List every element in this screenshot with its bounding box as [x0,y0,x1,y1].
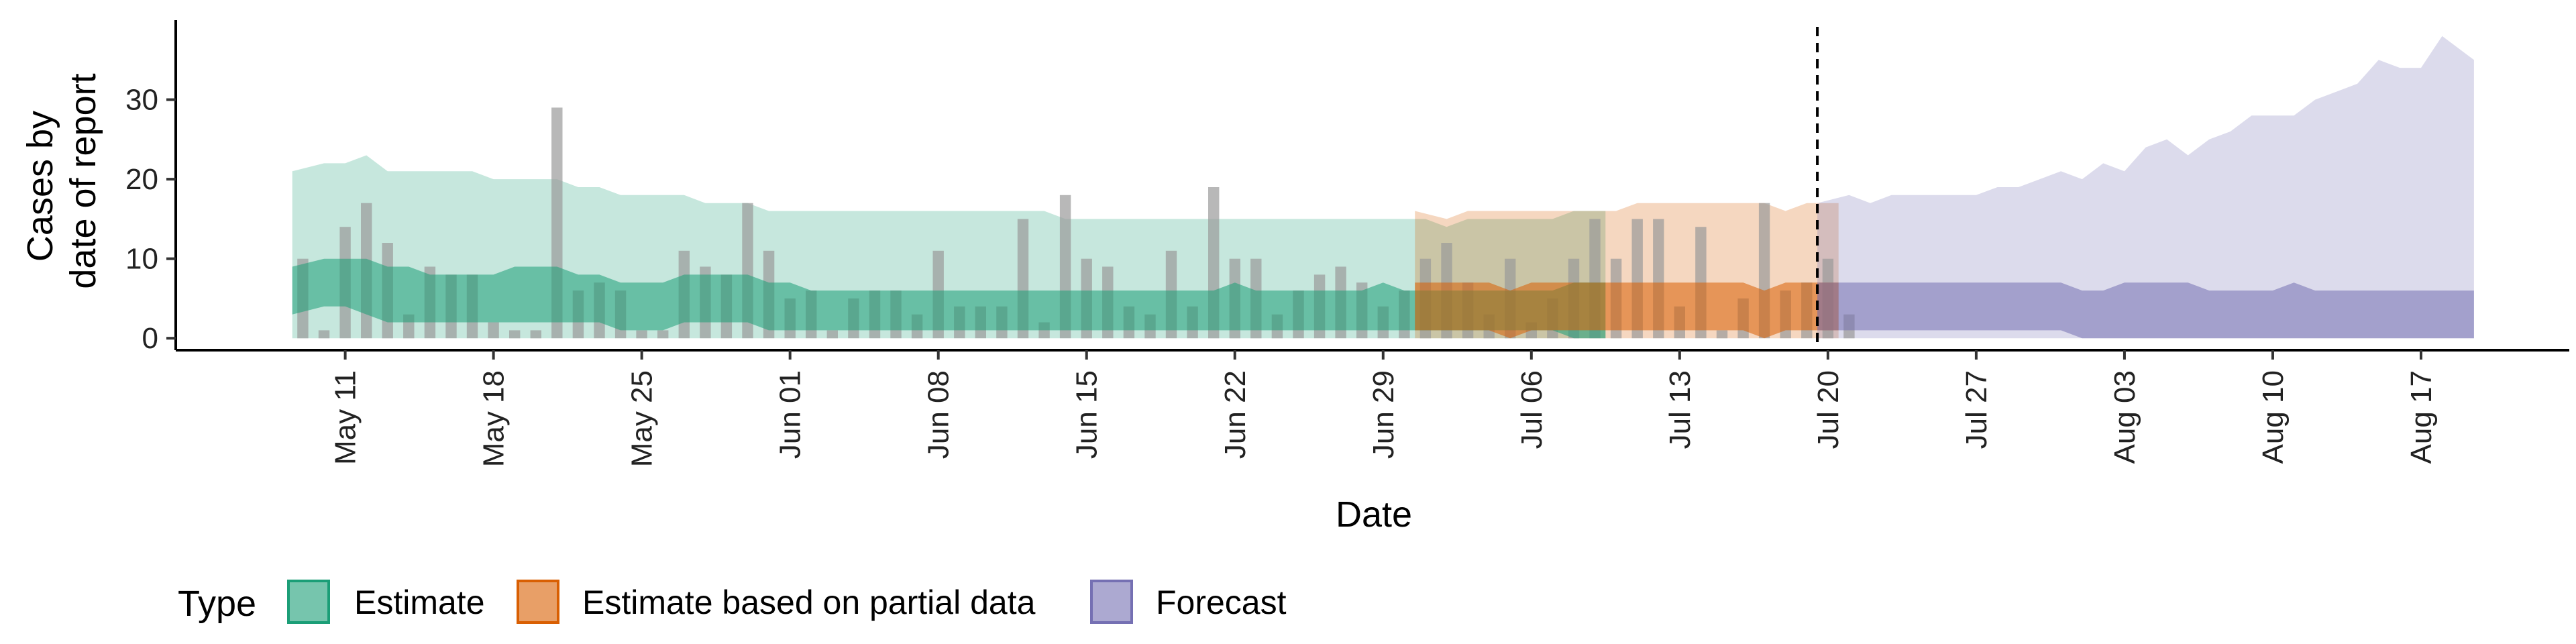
legend-label-estimate: Estimate [354,584,485,621]
legend-label-forecast: Forecast [1156,584,1287,621]
legend-title: Type [178,584,256,624]
x-tick-label: Jun 29 [1367,370,1400,459]
x-tick-label: Jun 15 [1071,370,1104,459]
legend: Type Estimate Estimate based on partial … [178,580,1287,624]
legend-label-estimate-partial: Estimate based on partial data [582,584,1036,621]
case-bar [530,330,541,339]
axes: 0 10 20 30 May 11 May 18 May 25 Jun 01 Jun 08 Jun… [125,20,2569,467]
x-tick-label: Jul 06 [1515,370,1548,449]
x-tick-label: May 18 [478,370,511,467]
legend-swatch-forecast [1090,580,1133,624]
x-tick-label: Jul 20 [1812,370,1845,449]
x-tick-label: Jun 22 [1219,370,1252,459]
legend-swatch-estimate [287,580,330,624]
case-bar [636,330,647,339]
x-tick-label: Jul 13 [1664,370,1697,449]
ribbon-outer-forecast [1817,36,2474,339]
x-tick-label: Jul 27 [1960,370,1993,449]
y-tick-label: 10 [125,243,158,276]
ribbon-inner-forecast [1817,282,2474,339]
case-bar [1716,330,1728,339]
y-tick-label: 20 [125,163,158,196]
y-tick-label: 30 [125,84,158,117]
case-bar [488,322,499,339]
y-axis-title-line-1: Cases by [20,111,60,262]
x-tick-label: Jun 08 [922,370,955,459]
x-tick-label: Aug 10 [2257,370,2290,464]
y-axis-title: Cases by date of report [20,73,103,288]
case-bar [826,330,838,339]
x-tick-label: May 11 [329,370,362,465]
y-tick-label: 0 [142,322,158,355]
case-bar [318,330,330,339]
legend-swatch-estimate-partial [517,580,559,624]
x-tick-label: May 25 [626,370,659,467]
case-bar [657,330,669,339]
case-bar [509,330,521,339]
x-axis-title: Date [1336,494,1412,535]
plot-area [292,27,2474,350]
x-tick-label: Aug 03 [2108,370,2141,464]
y-axis-title-line-2: date of report [63,73,103,288]
ribbon-inner-estimate-based-on-partial-data [1415,282,1839,339]
x-tick-label: Aug 17 [2405,370,2438,464]
x-tick-label: Jun 01 [774,370,807,459]
ribbon-inner-estimate [292,258,1606,339]
